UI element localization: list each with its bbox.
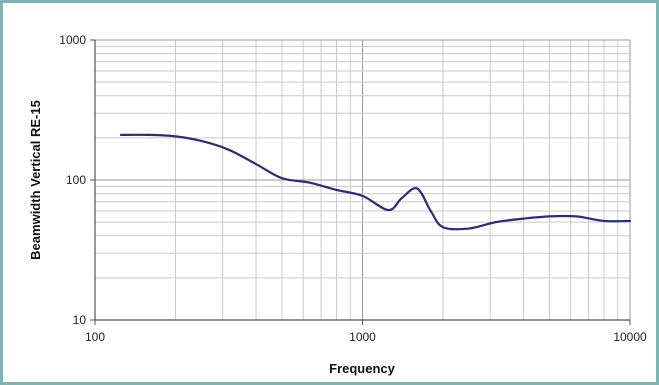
x-tick-label: 1000 bbox=[349, 330, 376, 344]
x-axis-title: Frequency bbox=[329, 361, 396, 376]
y-axis-title: Beamwidth Vertical RE-15 bbox=[28, 100, 43, 260]
y-tick-label: 10 bbox=[73, 313, 87, 327]
axes bbox=[90, 39, 631, 325]
x-tick-label: 10000 bbox=[613, 330, 647, 344]
series-line-beamwidth bbox=[119, 133, 632, 231]
y-tick-labels: 10 100 1000 bbox=[59, 33, 86, 327]
x-tick-label: 100 bbox=[85, 330, 105, 344]
x-tick-labels: 100 1000 10000 bbox=[85, 330, 647, 344]
grid bbox=[94, 39, 631, 321]
y-tick-label: 100 bbox=[66, 173, 86, 187]
y-tick-label: 1000 bbox=[59, 33, 86, 47]
